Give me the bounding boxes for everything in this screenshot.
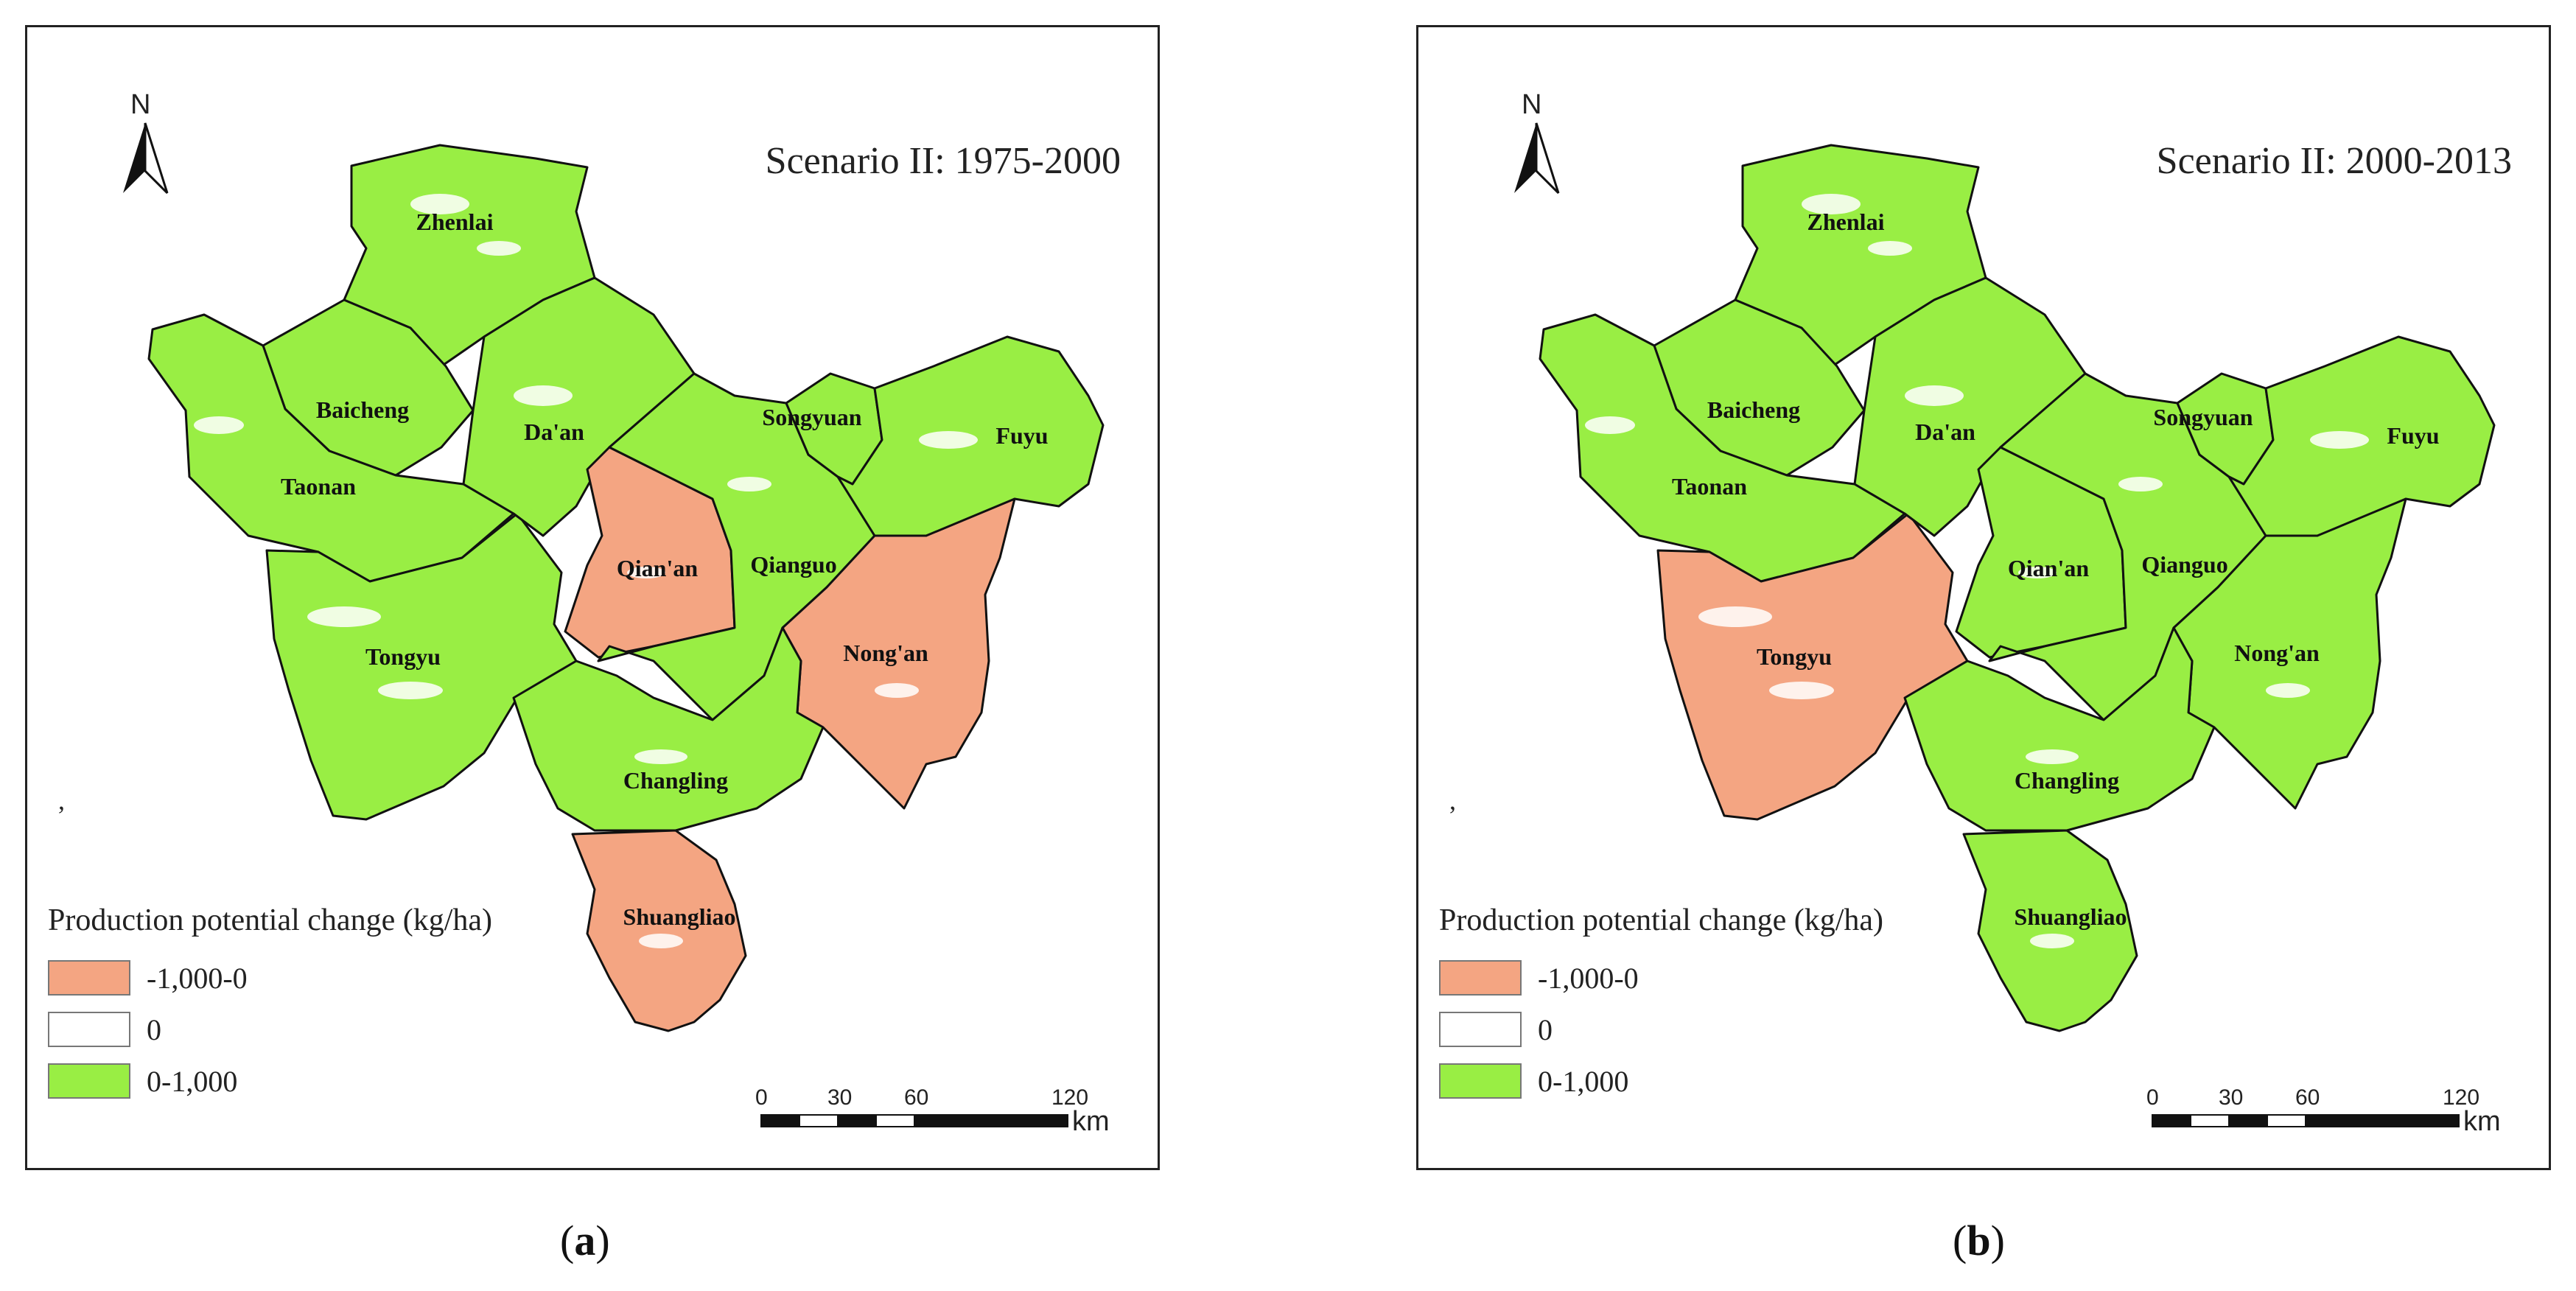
- county-label-qianguo: Qianguo: [2141, 551, 2227, 578]
- legend-label: 0-1,000: [147, 1064, 238, 1098]
- county-label-daan: Da'an: [524, 419, 584, 445]
- county-label-changling: Changling: [2015, 767, 2119, 794]
- legend-title: Production potential change (kg/ha): [1439, 903, 1883, 937]
- legend-item-increase: 0-1,000: [48, 1063, 237, 1099]
- scale-tick: 30: [827, 1085, 853, 1110]
- county-map: Zhenlai Baicheng Taonan Tongyu Da'an Qia…: [123, 122, 1105, 1127]
- county-taonan: [1539, 313, 1906, 583]
- north-arrow-icon: [1514, 122, 1560, 195]
- scale-unit: km: [1072, 1106, 1110, 1137]
- caption-letter: a: [574, 1217, 596, 1264]
- county-labels: Zhenlai Baicheng Taonan Tongyu Da'an Qia…: [281, 209, 1049, 930]
- county-label-zhenlai: Zhenlai: [416, 209, 494, 235]
- county-label-fuyu: Fuyu: [995, 422, 1048, 449]
- county-label-qianan: Qian'an: [617, 555, 698, 581]
- county-labels: Zhenlai Baicheng Taonan Tongyu Da'an Qia…: [1672, 209, 2440, 930]
- county-label-shuangliao: Shuangliao: [623, 903, 736, 930]
- county-changling: [1903, 626, 2216, 832]
- north-label: N: [1522, 89, 1542, 120]
- scale-bar: [2152, 1114, 2460, 1127]
- scale-tick: 30: [2219, 1085, 2244, 1110]
- county-label-tongyu: Tongyu: [365, 643, 441, 670]
- county-label-changling: Changling: [623, 767, 728, 794]
- scale-tick: 120: [1051, 1085, 1089, 1110]
- map-panel-a: Zhenlai Baicheng Taonan Tongyu Da'an Qia…: [25, 25, 1160, 1170]
- north-arrow-icon: [123, 122, 169, 195]
- county-label-baicheng: Baicheng: [316, 396, 409, 423]
- caption-a: (a): [560, 1217, 610, 1264]
- north-label: N: [130, 89, 151, 120]
- stray-mark: ,: [1449, 786, 1456, 815]
- county-label-qianan: Qian'an: [2008, 555, 2089, 581]
- county-taonan: [147, 313, 515, 583]
- legend-swatch: [48, 1063, 130, 1099]
- scale-unit: km: [2463, 1106, 2501, 1137]
- county-map: Zhenlai Baicheng Taonan Tongyu Da'an Qia…: [1514, 122, 2496, 1127]
- legend-swatch: [1439, 960, 1522, 996]
- legend-label: 0: [147, 1012, 161, 1046]
- map-panel-b: Zhenlai Baicheng Taonan Tongyu Da'an Qia…: [1416, 25, 2551, 1170]
- scenario-title: Scenario II: 2000-2013: [2156, 140, 2512, 182]
- caption-b: (b): [1953, 1217, 2005, 1264]
- county-label-tongyu: Tongyu: [1757, 643, 1832, 670]
- legend-item-decrease: -1,000-0: [1439, 960, 1639, 996]
- county-label-songyuan: Songyuan: [762, 404, 861, 430]
- county-label-taonan: Taonan: [1672, 473, 1747, 500]
- legend-item-increase: 0-1,000: [1439, 1063, 1628, 1099]
- county-nongan: [2172, 497, 2407, 810]
- stray-mark: ,: [58, 786, 65, 815]
- no-change-speckles: [1585, 194, 2369, 948]
- scale-tick: 0: [755, 1085, 768, 1110]
- county-shuangliao: [1962, 829, 2138, 1032]
- county-label-fuyu: Fuyu: [2387, 422, 2439, 449]
- county-changling: [512, 626, 825, 832]
- legend-item-none: 0: [48, 1012, 161, 1047]
- scenario-title: Scenario II: 1975-2000: [765, 140, 1121, 182]
- county-label-daan: Da'an: [1915, 419, 1975, 445]
- legend-item-decrease: -1,000-0: [48, 960, 248, 996]
- legend-label: -1,000-0: [1538, 961, 1639, 995]
- county-label-shuangliao: Shuangliao: [2015, 903, 2127, 930]
- legend-item-none: 0: [1439, 1012, 1553, 1047]
- scale-bar: [760, 1114, 1068, 1127]
- legend-swatch: [1439, 1012, 1522, 1047]
- county-label-zhenlai: Zhenlai: [1807, 209, 1885, 235]
- county-label-songyuan: Songyuan: [2153, 404, 2253, 430]
- scale-tick: 60: [2295, 1085, 2320, 1110]
- county-label-baicheng: Baicheng: [1707, 396, 1800, 423]
- legend-swatch: [48, 960, 130, 996]
- scale-tick: 60: [904, 1085, 929, 1110]
- legend-title: Production potential change (kg/ha): [48, 903, 492, 937]
- county-label-nongan: Nong'an: [2234, 640, 2320, 666]
- no-change-speckles: [194, 194, 978, 948]
- county-label-taonan: Taonan: [281, 473, 356, 500]
- scale-tick: 0: [2146, 1085, 2159, 1110]
- county-label-nongan: Nong'an: [843, 640, 928, 666]
- caption-letter: b: [1967, 1217, 1991, 1264]
- legend-label: 0-1,000: [1538, 1064, 1629, 1098]
- county-label-qianguo: Qianguo: [750, 551, 836, 578]
- legend-swatch: [1439, 1063, 1522, 1099]
- scale-tick: 120: [2443, 1085, 2480, 1110]
- county-shuangliao: [571, 829, 747, 1032]
- legend-swatch: [48, 1012, 130, 1047]
- county-nongan: [781, 497, 1016, 810]
- legend-label: 0: [1538, 1012, 1553, 1046]
- legend-label: -1,000-0: [147, 961, 248, 995]
